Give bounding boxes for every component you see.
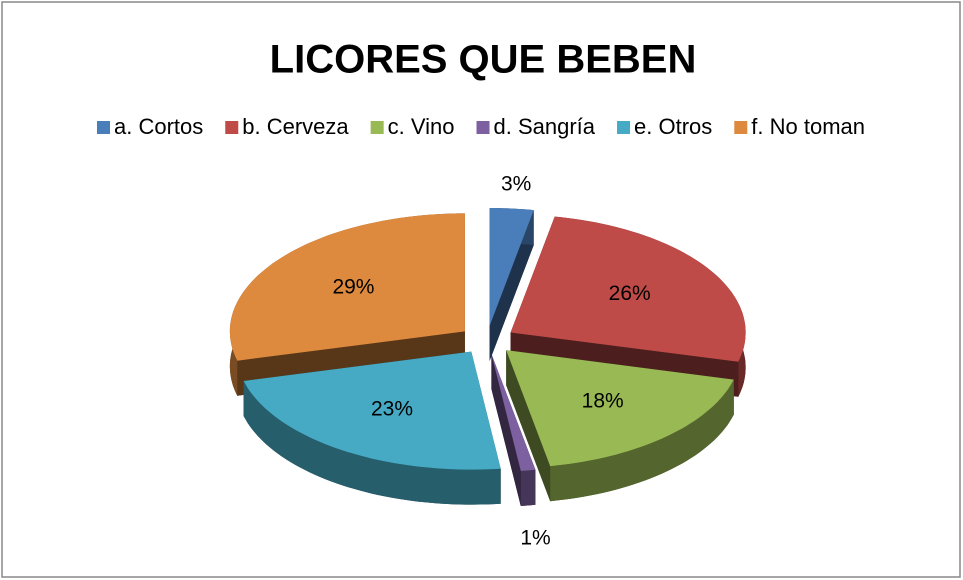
slice — [489, 208, 534, 326]
data-label: 1% — [520, 526, 550, 549]
data-label: 26% — [609, 282, 651, 305]
slice — [510, 216, 746, 362]
legend-swatch — [734, 121, 748, 134]
legend-swatch — [617, 121, 631, 134]
slice-wall — [520, 469, 536, 506]
pie: 3% 26% 18% 1% 23% 29% — [229, 173, 746, 549]
legend-label: a. Cortos — [114, 114, 203, 139]
data-label: 23% — [371, 398, 413, 421]
legend-label: c. Vino — [388, 114, 455, 139]
legend-swatch — [97, 121, 110, 134]
legend-label: e. Otros — [634, 114, 712, 139]
chart-title: LICORES QUE BEBEN — [270, 38, 697, 82]
slice — [229, 213, 465, 361]
legend-label: b. Cerveza — [242, 114, 349, 139]
slice-wall — [243, 381, 501, 505]
slice-side — [491, 353, 521, 506]
legend-swatch — [476, 121, 490, 134]
legend: a. Cortos b. Cerveza c. Vino d. Sangría e. O… — [97, 114, 865, 139]
data-label: 3% — [501, 173, 531, 196]
data-label: 29% — [332, 276, 374, 299]
slice-wall — [550, 379, 734, 502]
slice-side — [489, 210, 534, 361]
slice — [506, 350, 734, 467]
legend-swatch — [370, 121, 384, 134]
legend-label: f. No toman — [751, 114, 865, 139]
legend-label: d. Sangría — [494, 114, 596, 139]
legend-swatch — [225, 121, 239, 134]
data-label: 18% — [582, 389, 624, 412]
slice — [243, 351, 501, 470]
slice-side — [506, 350, 551, 502]
slice — [491, 353, 536, 471]
